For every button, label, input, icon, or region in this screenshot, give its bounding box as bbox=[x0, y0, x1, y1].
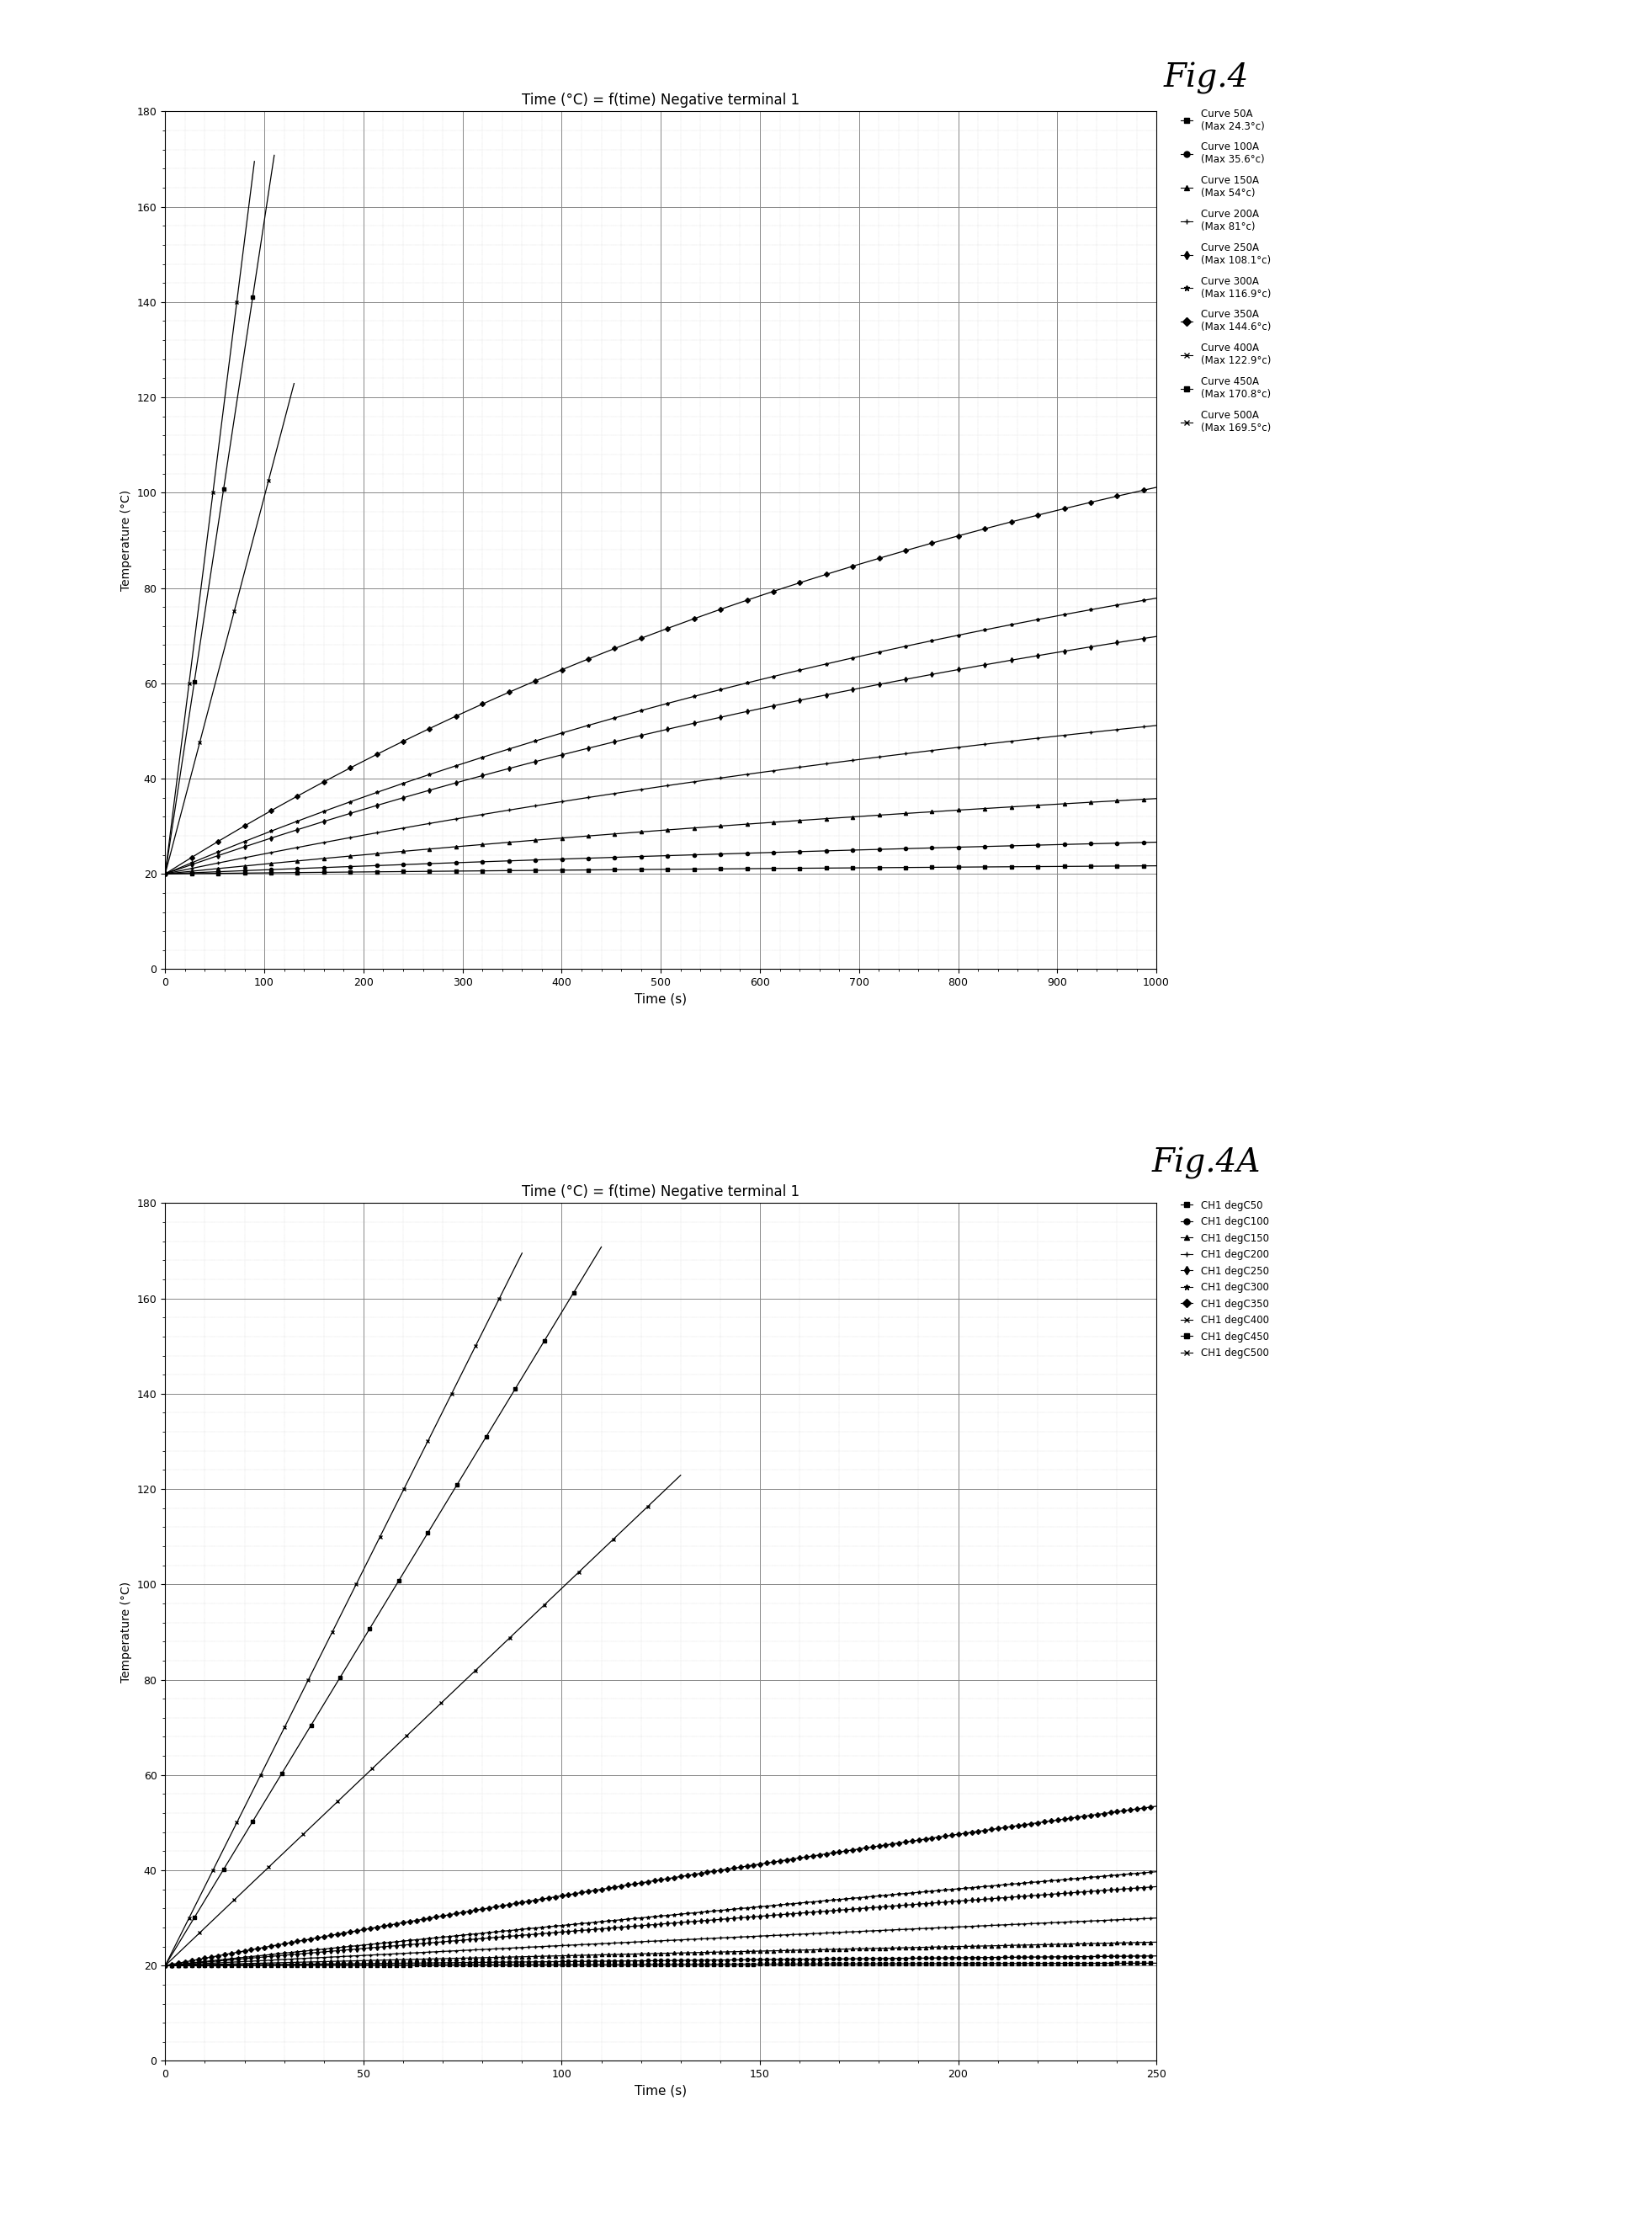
Title: Time (°C) = f(time) Negative terminal 1: Time (°C) = f(time) Negative terminal 1 bbox=[522, 1185, 800, 1199]
Title: Time (°C) = f(time) Negative terminal 1: Time (°C) = f(time) Negative terminal 1 bbox=[522, 94, 800, 107]
Legend: Curve 50A
(Max 24.3°c), Curve 100A
(Max 35.6°c), Curve 150A
(Max 54°c), Curve 20: Curve 50A (Max 24.3°c), Curve 100A (Max … bbox=[1178, 105, 1274, 437]
X-axis label: Time (s): Time (s) bbox=[634, 2085, 687, 2097]
X-axis label: Time (s): Time (s) bbox=[634, 994, 687, 1005]
Legend: CH1 degC50, CH1 degC100, CH1 degC150, CH1 degC200, CH1 degC250, CH1 degC300, CH1: CH1 degC50, CH1 degC100, CH1 degC150, CH… bbox=[1178, 1196, 1272, 1361]
Text: Fig.4: Fig.4 bbox=[1163, 62, 1249, 94]
Y-axis label: Temperature (°C): Temperature (°C) bbox=[121, 490, 132, 590]
Text: Fig.4A: Fig.4A bbox=[1151, 1147, 1260, 1179]
Y-axis label: Temperature (°C): Temperature (°C) bbox=[121, 1582, 132, 1682]
